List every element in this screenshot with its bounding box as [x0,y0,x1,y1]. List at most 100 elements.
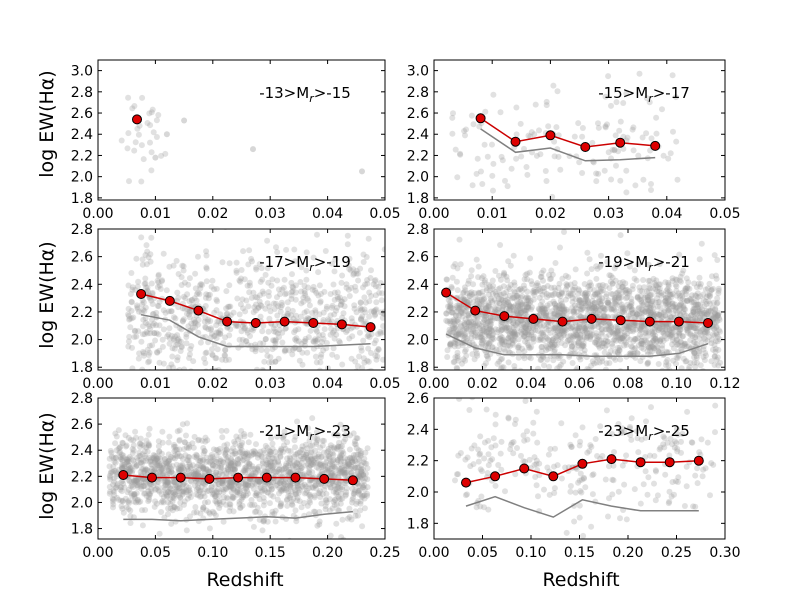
scatter-point [334,294,341,300]
scatter-point [601,307,608,314]
scatter-point [498,327,505,334]
scatter-point [543,335,550,341]
scatter-point [666,288,673,295]
scatter-point [144,330,151,337]
scatter-point [312,287,319,294]
scatter-point [287,482,294,489]
scatter-point [191,471,198,478]
scatter-point [511,282,518,289]
scatter-point [555,284,562,291]
y-tick-label: 2.4 [407,127,429,143]
scatter-point [539,291,546,298]
scatter-point [529,281,536,288]
scatter-point [298,340,305,347]
scatter-point [554,365,561,370]
scatter-point [704,338,711,345]
scatter-point [192,285,199,292]
scatter-point [175,467,182,474]
scatter-point [111,475,118,482]
scatter-point [357,507,364,514]
scatter-point [623,189,630,196]
scatter-point [576,287,583,294]
scatter-point [526,325,533,331]
scatter-point [277,291,283,298]
scatter-point [228,456,234,463]
scatter-point [351,456,358,463]
scatter-point [656,311,662,318]
scatter-point [218,427,225,434]
scatter-point [230,309,237,316]
scatter-point [171,479,178,486]
scatter-point [320,463,327,470]
scatter-point [359,306,365,313]
scatter-point [674,355,681,361]
scatter-point [716,315,723,322]
scatter-point [664,367,671,370]
scatter-point [665,281,672,288]
scatter-point [649,302,656,309]
x-tick-label: 0.01 [140,206,171,222]
scatter-point [575,335,582,342]
scatter-point [341,469,347,476]
scatter-point [505,284,512,291]
scatter-point [335,443,342,450]
scatter-point [210,462,217,469]
scatter-point [444,276,450,283]
scatter-point [215,463,222,470]
scatter-point [485,332,492,339]
scatter-point [202,434,209,441]
scatter-point [248,471,255,478]
scatter-point [649,298,656,305]
scatter-point [206,468,213,475]
scatter-point [265,486,272,493]
scatter-point [456,302,463,309]
scatter-point [177,481,184,488]
scatter-point [246,279,253,286]
scatter-point [687,331,694,338]
scatter-point [269,445,276,452]
scatter-point [240,492,247,499]
scatter-point [517,294,524,301]
scatter-point [492,288,499,295]
scatter-point [475,263,482,270]
scatter-point [333,485,340,492]
scatter-point [233,267,240,274]
scatter-point [125,130,132,137]
scatter-point [474,315,481,322]
scatter-point [234,489,241,496]
scatter-point [375,345,382,352]
scatter-point [481,313,488,319]
scatter-point [620,306,627,312]
scatter-point [289,307,296,314]
scatter-point [550,325,557,332]
scatter-point [521,348,528,355]
scatter-point [664,289,671,296]
scatter-point [216,499,223,506]
scatter-point [328,325,335,332]
scatter-point [713,272,719,279]
scatter-point [117,443,124,450]
scatter-point [237,278,244,285]
scatter-point [156,469,163,476]
scatter-point [548,291,555,298]
scatter-point [463,307,470,314]
scatter-point [653,380,659,386]
scatter-point [316,518,323,525]
scatter-point [500,346,507,352]
scatter-point [572,284,579,291]
scatter-point [470,328,477,335]
median-point [703,318,713,328]
scatter-point [357,452,364,459]
scatter-point [575,302,582,309]
scatter-point [158,450,165,457]
scatter-point [160,250,167,257]
scatter-point [513,155,520,162]
scatter-point [552,326,559,333]
scatter-point [511,288,518,295]
scatter-point [498,296,504,303]
scatter-point [613,262,620,269]
scatter-point [604,338,611,345]
scatter-point [293,318,300,325]
scatter-point [447,302,454,308]
scatter-point [143,329,150,335]
